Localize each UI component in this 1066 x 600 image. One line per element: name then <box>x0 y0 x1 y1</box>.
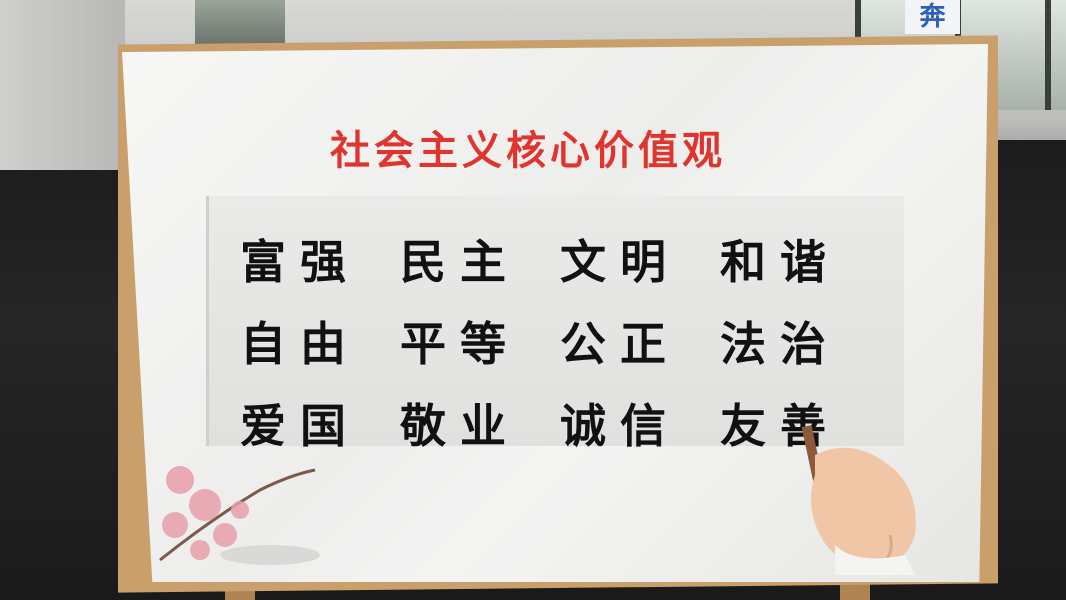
value-text: 公正 <box>560 317 680 371</box>
value-text: 自由 <box>240 317 360 371</box>
value-text: 民主 <box>400 235 520 289</box>
background-sign: 奔 <box>905 0 960 34</box>
plum-blossom-illustration <box>159 466 320 565</box>
value-text: 文明 <box>560 235 680 289</box>
values-row: 富强 民主 文明 和谐 <box>240 218 880 300</box>
hand-with-brush-illustration <box>801 425 916 575</box>
value-text: 富强 <box>240 235 360 289</box>
values-row: 自由 平等 公正 法治 <box>240 300 880 382</box>
scroll-panel <box>206 196 904 446</box>
value-text: 敬业 <box>400 399 520 453</box>
poster-title: 社会主义核心价值观 <box>330 128 726 174</box>
left-pillar <box>0 0 125 170</box>
value-text: 平等 <box>400 317 520 371</box>
window-frame <box>1045 0 1051 110</box>
values-row: 爱国 敬业 诚信 友善 <box>240 382 880 464</box>
value-text: 诚信 <box>560 399 680 453</box>
value-text: 和谐 <box>720 235 840 289</box>
value-text: 爱国 <box>240 399 360 453</box>
core-values-grid: 富强 民主 文明 和谐 自由 平等 公正 法治 爱国 敬业 诚信 友善 <box>240 218 880 464</box>
top-window <box>195 0 285 45</box>
value-text: 法治 <box>720 317 840 371</box>
